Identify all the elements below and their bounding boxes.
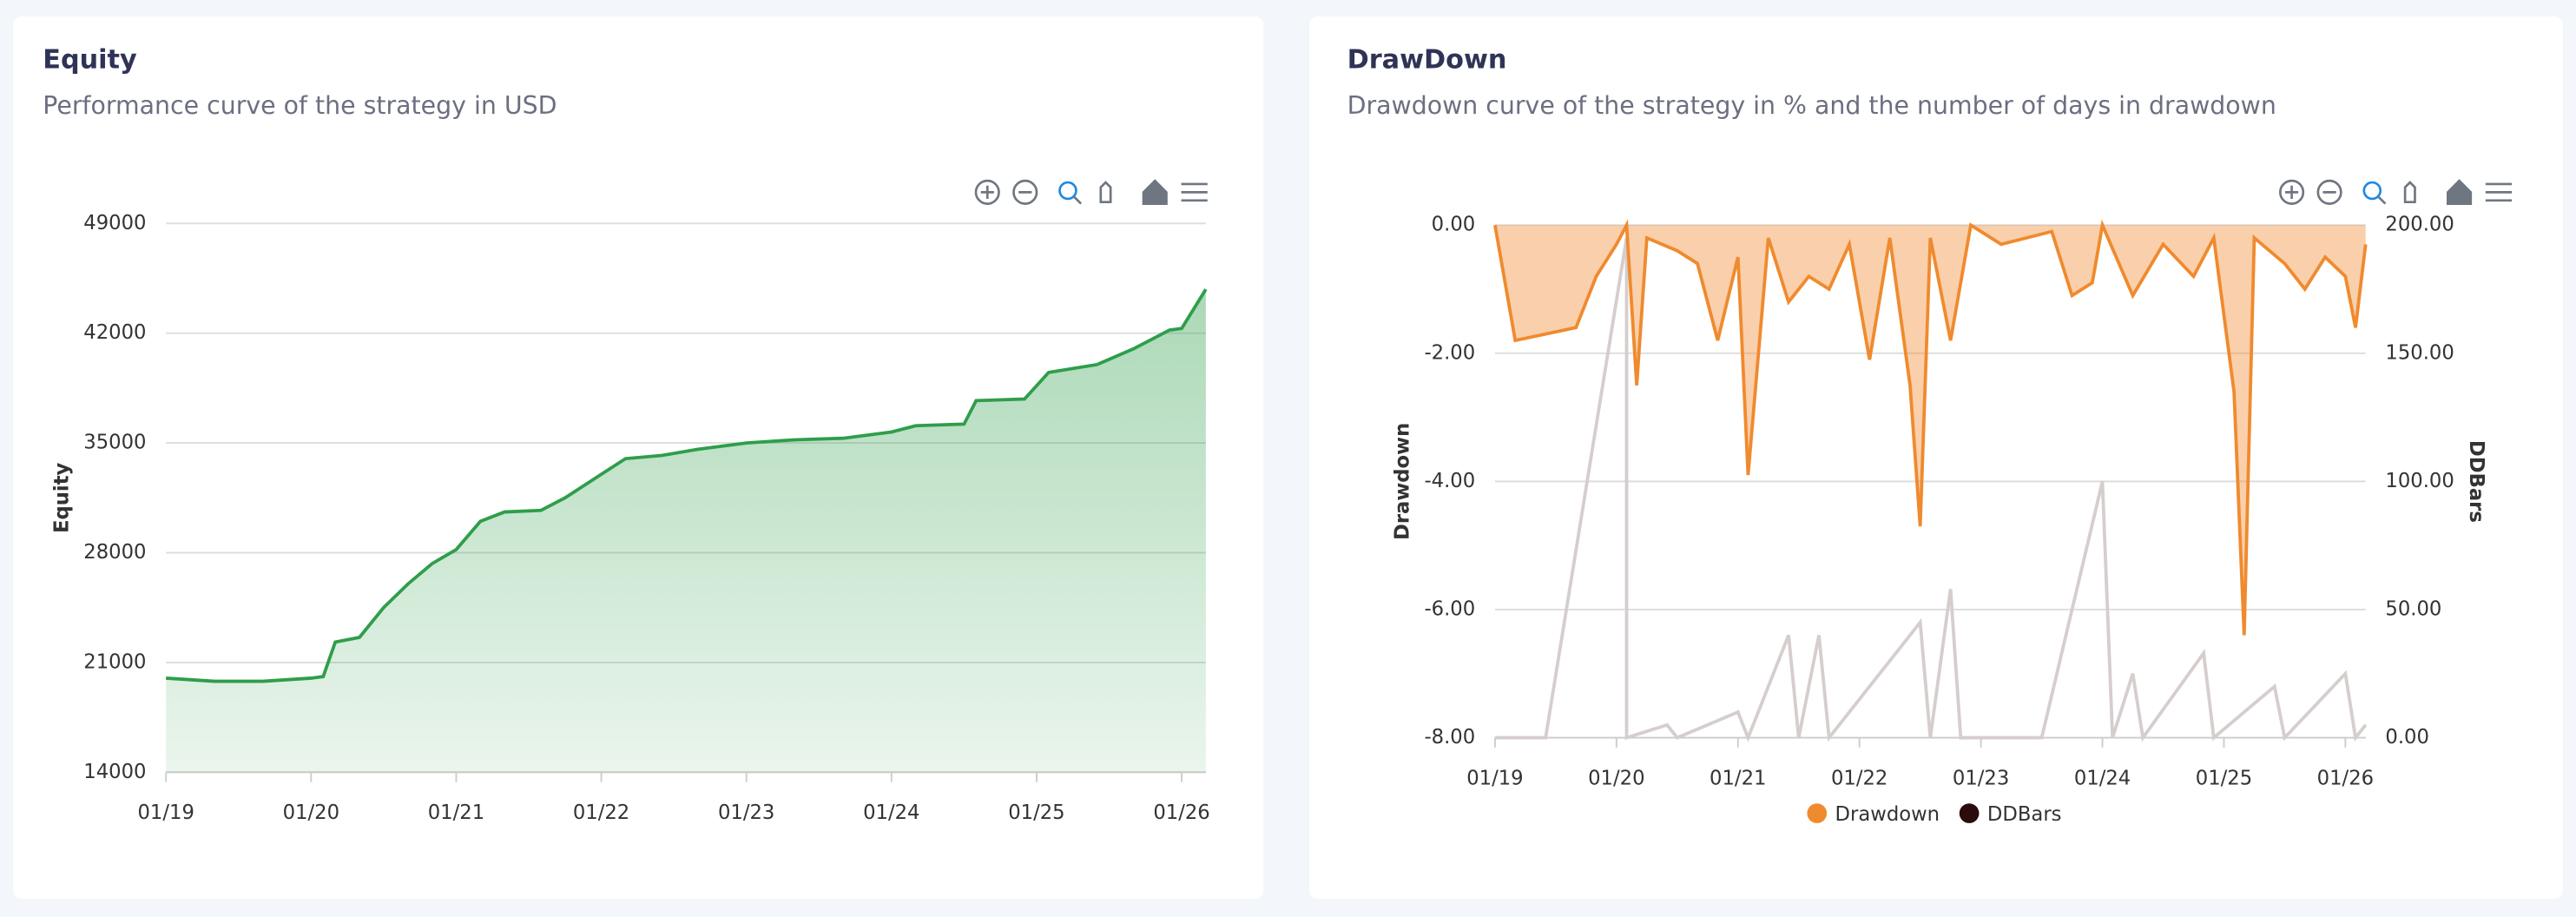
x-tick-label: 01/26 — [1153, 802, 1209, 824]
x-tick-label: 01/19 — [138, 802, 194, 824]
x-tick-label: 01/25 — [2196, 767, 2252, 789]
x-tick-label: 01/21 — [428, 802, 484, 824]
y-tick-label: 21000 — [83, 650, 146, 673]
y-axis-title: Equity — [51, 462, 74, 533]
y2-tick-label: 150.00 — [2385, 341, 2454, 364]
y-tick-label: -6.00 — [1424, 597, 1475, 620]
y2-tick-label: 0.00 — [2385, 726, 2429, 749]
y-axis-title: Drawdown — [1391, 423, 1413, 540]
y2-tick-label: 100.00 — [2385, 470, 2454, 492]
toolbar[interactable] — [2278, 179, 2513, 205]
line — [1494, 237, 2368, 742]
x-tick-label: 01/26 — [2317, 767, 2374, 789]
y-tick-label: 42000 — [83, 321, 146, 344]
card-title: DrawDown — [1347, 45, 1507, 76]
y2-tick-label: 200.00 — [2385, 214, 2454, 236]
card-title: Equity — [43, 45, 137, 76]
legend-marker — [1959, 803, 1980, 823]
x-tick-label: 01/23 — [718, 802, 774, 824]
x-tick-label: 01/20 — [283, 802, 339, 824]
x-tick-label: 01/20 — [1588, 767, 1644, 789]
y-tick-label: 35000 — [83, 432, 146, 454]
area — [166, 289, 1206, 773]
x-tick-label: 01/19 — [1466, 767, 1523, 789]
x-tick-label: 01/24 — [863, 802, 919, 824]
y2-tick-label: 50.00 — [2385, 597, 2441, 620]
legend-marker — [1807, 803, 1828, 823]
x-tick-label: 01/25 — [1008, 802, 1064, 824]
legend-label: DDBars — [1987, 803, 2062, 826]
x-tick-label: 01/22 — [1831, 767, 1888, 789]
line — [166, 288, 1208, 683]
y-tick-label: 0.00 — [1432, 214, 1476, 236]
y-tick-label: 49000 — [83, 212, 146, 234]
card — [1309, 16, 2563, 899]
x-tick-label: 01/24 — [2074, 767, 2131, 789]
card-subtitle: Performance curve of the strategy in USD — [43, 91, 557, 120]
y-tick-label: -4.00 — [1424, 470, 1475, 492]
y-tick-label: -2.00 — [1424, 341, 1475, 364]
line — [1493, 219, 2368, 636]
x-tick-label: 01/21 — [1710, 767, 1766, 789]
y-tick-label: 28000 — [83, 541, 146, 564]
y-tick-label: 14000 — [83, 761, 146, 783]
card-subtitle: Drawdown curve of the strategy in % and … — [1347, 91, 2276, 120]
legend-label: Drawdown — [1835, 803, 1940, 826]
x-tick-label: 01/22 — [573, 802, 629, 824]
x-tick-label: 01/23 — [1953, 767, 2009, 789]
toolbar[interactable] — [974, 179, 1208, 205]
area — [1494, 225, 2366, 636]
y-tick-label: -8.00 — [1424, 726, 1475, 749]
y2-axis-title: DDBars — [2465, 440, 2487, 523]
